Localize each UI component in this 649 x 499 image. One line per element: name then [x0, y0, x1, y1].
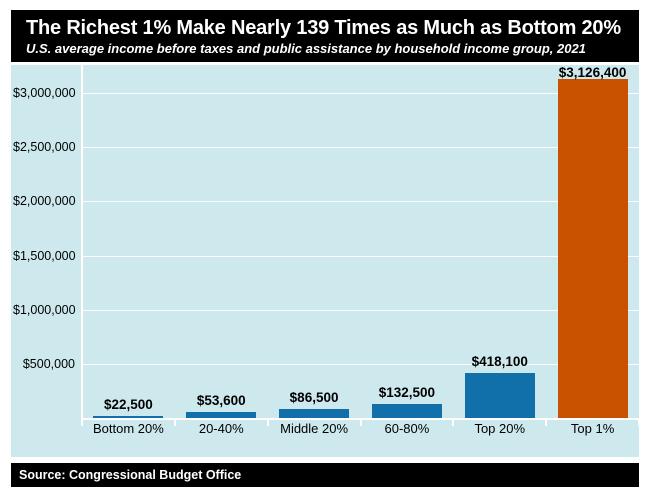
bar-20-40pct — [186, 412, 257, 418]
source-bar: Source: Congressional Budget Office — [11, 463, 639, 487]
x-axis-label-top-20pct: Top 20% — [474, 421, 526, 436]
source-text: Source: Congressional Budget Office — [19, 468, 242, 482]
bar-value-label-top-1pct: $3,126,400 — [558, 65, 627, 80]
x-axis-label-middle-20pct: Middle 20% — [280, 421, 349, 436]
bar-value-label-bottom-20pct: $22,500 — [104, 396, 153, 412]
x-axis-tick — [359, 420, 362, 426]
y-axis-label: $1,000,000 — [13, 302, 76, 317]
x-axis-tick — [81, 420, 83, 426]
x-axis-tick — [638, 420, 640, 426]
plot-area: $500,000 $1,000,000 $1,500,000 $2,000,000 $2… — [11, 65, 640, 457]
gridline-2-500-000 — [82, 147, 639, 149]
y-axis-label: $500,000 — [22, 356, 75, 371]
bar-bottom-20pct — [93, 415, 164, 418]
x-axis-label-bottom-20pct: Bottom 20% — [92, 421, 164, 436]
y-axis-label: $2,000,000 — [13, 194, 76, 209]
gridline-2-000-000 — [82, 201, 639, 203]
bar-middle-20pct — [279, 408, 350, 418]
chart-title: The Richest 1% Make Nearly 139 Times as … — [26, 17, 621, 39]
x-axis-tick — [173, 420, 176, 426]
y-axis-label: $2,500,000 — [13, 140, 76, 155]
bar-chart: $500,000 $1,000,000 $1,500,000 $2,000,000 $2… — [11, 65, 640, 457]
x-axis-tick — [545, 420, 548, 426]
gridline-3-000-000 — [82, 93, 639, 94]
y-axis-line — [81, 65, 83, 426]
chart-header: The Richest 1% Make Nearly 139 Times as … — [11, 10, 639, 62]
y-axis-label: $3,000,000 — [13, 86, 76, 100]
bar-60-80pct — [371, 403, 442, 418]
bar-value-label-60-80pct: $132,500 — [378, 384, 436, 400]
chart-subtitle: U.S. average income before taxes and pub… — [26, 41, 586, 56]
bar-value-label-middle-20pct: $86,500 — [289, 389, 339, 405]
y-axis-label: $1,500,000 — [13, 248, 76, 263]
x-axis-label-60-80pct: 60-80% — [384, 421, 430, 436]
x-axis-tick — [266, 420, 269, 426]
bar-value-label-20-40pct: $53,600 — [196, 393, 246, 409]
bar-top-1pct — [557, 79, 628, 418]
x-axis-line — [81, 418, 639, 420]
x-axis-label-20-40pct: 20-40% — [198, 421, 244, 436]
gridline-500-000 — [82, 363, 639, 365]
x-axis-label-top-1pct: Top 1% — [570, 421, 615, 436]
bar-value-label-top-20pct: $418,100 — [471, 353, 528, 369]
gridline-1-000-000 — [82, 309, 639, 311]
gridline-1-500-000 — [82, 255, 639, 257]
bar-top-20pct — [464, 372, 535, 418]
x-axis-tick — [452, 420, 455, 426]
